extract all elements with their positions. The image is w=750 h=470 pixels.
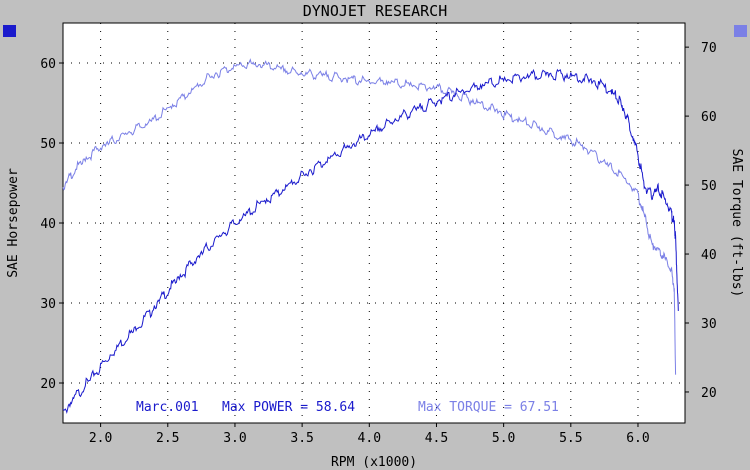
x-tick-label: 2.0	[89, 431, 112, 446]
grid-lines	[63, 23, 685, 423]
right-y-tick-label: 50	[701, 179, 717, 194]
right-y-axis: 20 30 40 50 60 70	[685, 41, 717, 401]
x-tick-label: 2.5	[156, 431, 179, 446]
x-tick-label: 6.0	[626, 431, 649, 446]
x-axis: 2.0 2.5 3.0 3.5 4.0 4.5 5.0 5.5 6.0	[89, 423, 650, 446]
x-axis-label: RPM (x1000)	[331, 455, 417, 470]
right-y-axis-label: SAE Torque (ft-lbs)	[729, 149, 744, 298]
left-y-axis: 20 30 40 50 60	[40, 57, 63, 392]
left-y-tick-label: 30	[40, 297, 56, 312]
right-y-tick-label: 40	[701, 248, 717, 263]
series-line-power	[62, 68, 679, 415]
x-tick-label: 5.0	[492, 431, 515, 446]
x-tick-label: 4.5	[425, 431, 448, 446]
left-y-tick-label: 20	[40, 377, 56, 392]
right-y-tick-label: 30	[701, 317, 717, 332]
x-tick-label: 5.5	[559, 431, 582, 446]
right-y-tick-label: 60	[701, 110, 717, 125]
left-y-tick-label: 40	[40, 217, 56, 232]
chart-title: DYNOJET RESEARCH	[303, 2, 448, 20]
right-legend-swatch	[734, 25, 747, 37]
annotation-max-power: Max POWER = 58.64	[222, 400, 355, 415]
annotation-max-torque: Max TORQUE = 67.51	[418, 400, 559, 415]
series-line-torque	[62, 58, 677, 375]
annotation-run-label: Marc.001	[136, 400, 199, 415]
right-y-tick-label: 70	[701, 41, 717, 56]
left-y-tick-label: 60	[40, 57, 56, 72]
x-tick-label: 4.0	[358, 431, 381, 446]
left-y-axis-label: SAE Horsepower	[6, 168, 21, 278]
right-y-tick-label: 20	[701, 386, 717, 401]
plot-area	[62, 22, 686, 424]
x-tick-label: 3.0	[223, 431, 246, 446]
left-legend-swatch	[3, 25, 16, 37]
left-y-tick-label: 50	[40, 137, 56, 152]
x-tick-label: 3.5	[290, 431, 313, 446]
